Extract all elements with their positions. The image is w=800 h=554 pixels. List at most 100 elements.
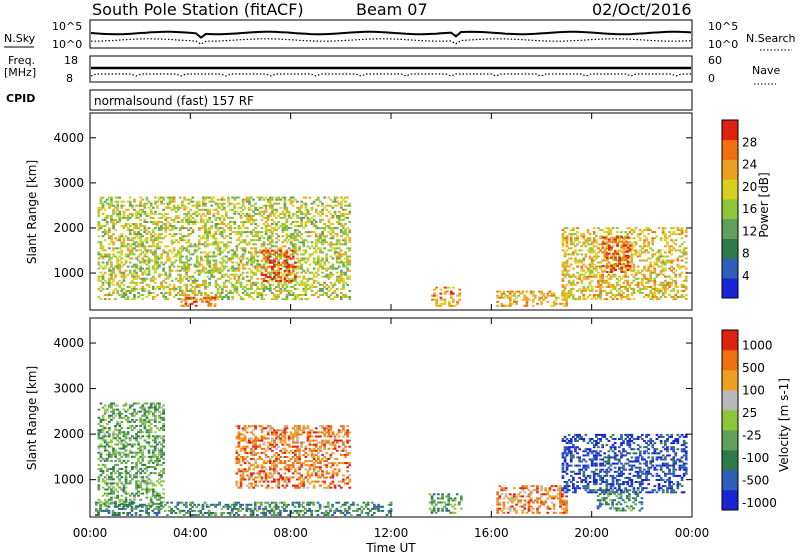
power-echo-cell-1722 xyxy=(262,289,266,292)
power-echo-cell-2759 xyxy=(184,294,188,297)
power-echo-cell-2742 xyxy=(291,255,295,258)
power-echo-cell-2446 xyxy=(331,257,335,260)
power-echo-cell-2567 xyxy=(342,253,345,256)
velocity-echo-cell-611 xyxy=(154,404,157,407)
power-echo-cell-3327 xyxy=(607,227,611,230)
velocity-echo-cell-455 xyxy=(141,459,145,462)
power-echo-cell-1310 xyxy=(220,208,224,211)
power-echo-cell-2526 xyxy=(340,296,343,298)
power-echo-cell-3898 xyxy=(610,264,613,267)
power-echo-cell-2489 xyxy=(335,255,339,258)
velocity-echo-cell-38 xyxy=(99,402,103,405)
power-echo-cell-1598 xyxy=(250,253,253,256)
power-echo-cell-3594 xyxy=(647,294,650,296)
power-echo-cell-864 xyxy=(181,289,184,292)
power-echo-cell-2799 xyxy=(435,302,438,305)
velocity-echo-cell-747 xyxy=(239,433,243,436)
power-echo-cell-2265 xyxy=(312,257,316,260)
power-echo-cell-2584 xyxy=(344,265,347,268)
power-echo-cell-1266 xyxy=(218,296,222,298)
power-echo-cell-3552 xyxy=(641,287,644,290)
power-echo-cell-2519 xyxy=(337,221,341,223)
velocity-echo-cell-228 xyxy=(118,457,122,460)
power-echo-cell-3175 xyxy=(588,251,592,254)
power-echo-cell-1614 xyxy=(252,281,255,284)
power-echo-cell-2606 xyxy=(346,275,349,278)
power-echo-cell-139 xyxy=(110,237,113,240)
power-echo-cell-2245 xyxy=(310,271,314,274)
power-echo-cell-2240 xyxy=(310,294,314,296)
power-echo-cell-548 xyxy=(147,200,151,203)
power-echo-cell-2169 xyxy=(302,257,306,260)
velocity-echo-cell-812 xyxy=(250,441,253,444)
velocity-echo-cell-364 xyxy=(131,414,134,417)
power-echo-cell-2771 xyxy=(199,298,202,301)
power-echo-cell-664 xyxy=(160,273,163,276)
power-echo-cell-3215 xyxy=(592,231,596,234)
velocity-echo-cell-883 xyxy=(260,431,264,434)
power-echo-cell-1672 xyxy=(256,239,260,242)
power-echo-cell-2705 xyxy=(279,263,283,266)
power-echo-cell-2533 xyxy=(340,271,343,274)
power-echo-cell-762 xyxy=(168,196,172,199)
velocity-echo-cell-889 xyxy=(262,470,266,473)
power-echo-cell-3764 xyxy=(670,269,673,272)
velocity-echo-cell-387 xyxy=(135,484,138,487)
power-echo-cell-2969 xyxy=(561,265,565,268)
power-echo-cell-2152 xyxy=(300,221,303,223)
velocity-echo-cell-344 xyxy=(128,425,132,427)
power-echo-cell-1336 xyxy=(222,202,226,205)
power-echo-cell-431 xyxy=(139,294,142,296)
power-echo-cell-1773 xyxy=(266,235,270,238)
velocity-echo-cell-651 xyxy=(158,406,161,409)
power-echo-cell-1966 xyxy=(283,214,287,217)
power-echo-cell-407 xyxy=(135,225,138,227)
power-echo-cell-327 xyxy=(128,253,132,256)
velocity-echo-cell-227 xyxy=(118,459,122,462)
power-echo-cell-77 xyxy=(103,231,107,234)
power-echo-cell-1781 xyxy=(266,200,270,203)
power-echo-cell-3436 xyxy=(624,285,627,288)
velocity-echo-cell-577 xyxy=(151,439,155,442)
power-echo-cell-2474 xyxy=(333,204,337,207)
power-echo-cell-2335 xyxy=(319,214,322,217)
power-echo-cell-94 xyxy=(105,221,109,223)
power-echo-cell-3381 xyxy=(615,259,619,262)
velocity-echo-cell-868 xyxy=(258,439,262,442)
velocity-echo-cell-823 xyxy=(252,451,255,454)
velocity-echo-cell-92 xyxy=(105,478,109,481)
power-echo-cell-577 xyxy=(151,259,155,262)
power-echo-cell-1462 xyxy=(237,267,241,270)
power-echo-cell-3786 xyxy=(672,227,676,230)
power-echo-cell-1650 xyxy=(254,227,257,230)
power-echo-cell-3531 xyxy=(636,269,640,272)
power-echo-cell-1094 xyxy=(202,200,205,203)
power-echo-cell-2501 xyxy=(335,204,339,207)
power-echo-cell-74 xyxy=(103,249,107,252)
power-echo-cell-3235 xyxy=(597,285,600,288)
power-echo-cell-2234 xyxy=(308,235,312,238)
power-echo-cell-2242 xyxy=(310,285,314,288)
power-echo-cell-3747 xyxy=(668,283,671,286)
power-echo-cell-3346 xyxy=(611,287,615,290)
velocity-echo-cell-894 xyxy=(262,447,266,450)
power-echo-cell-2762 xyxy=(188,302,192,305)
power-echo-cell-3298 xyxy=(605,292,609,294)
velocity-echo-cell-311 xyxy=(124,404,128,407)
power-echo-cell-153 xyxy=(112,279,115,282)
power-echo-cell-320 xyxy=(128,289,132,292)
power-echo-cell-246 xyxy=(120,251,124,254)
power-echo-cell-3602 xyxy=(647,257,650,260)
velocity-echo-cell-679 xyxy=(162,488,165,491)
power-echo-cell-2123 xyxy=(298,259,301,262)
power-echo-cell-653 xyxy=(158,229,161,232)
power-echo-cell-717 xyxy=(164,216,168,219)
power-echo-cell-151 xyxy=(112,289,115,292)
velocity-echo-cell-615 xyxy=(156,492,159,495)
power-echo-cell-773 xyxy=(170,229,174,232)
power-echo-cell-3969 xyxy=(628,260,632,263)
power-echo-cell-1228 xyxy=(214,241,218,244)
power-echo-cell-837 xyxy=(179,289,182,292)
power-echo-cell-3777 xyxy=(672,287,676,290)
